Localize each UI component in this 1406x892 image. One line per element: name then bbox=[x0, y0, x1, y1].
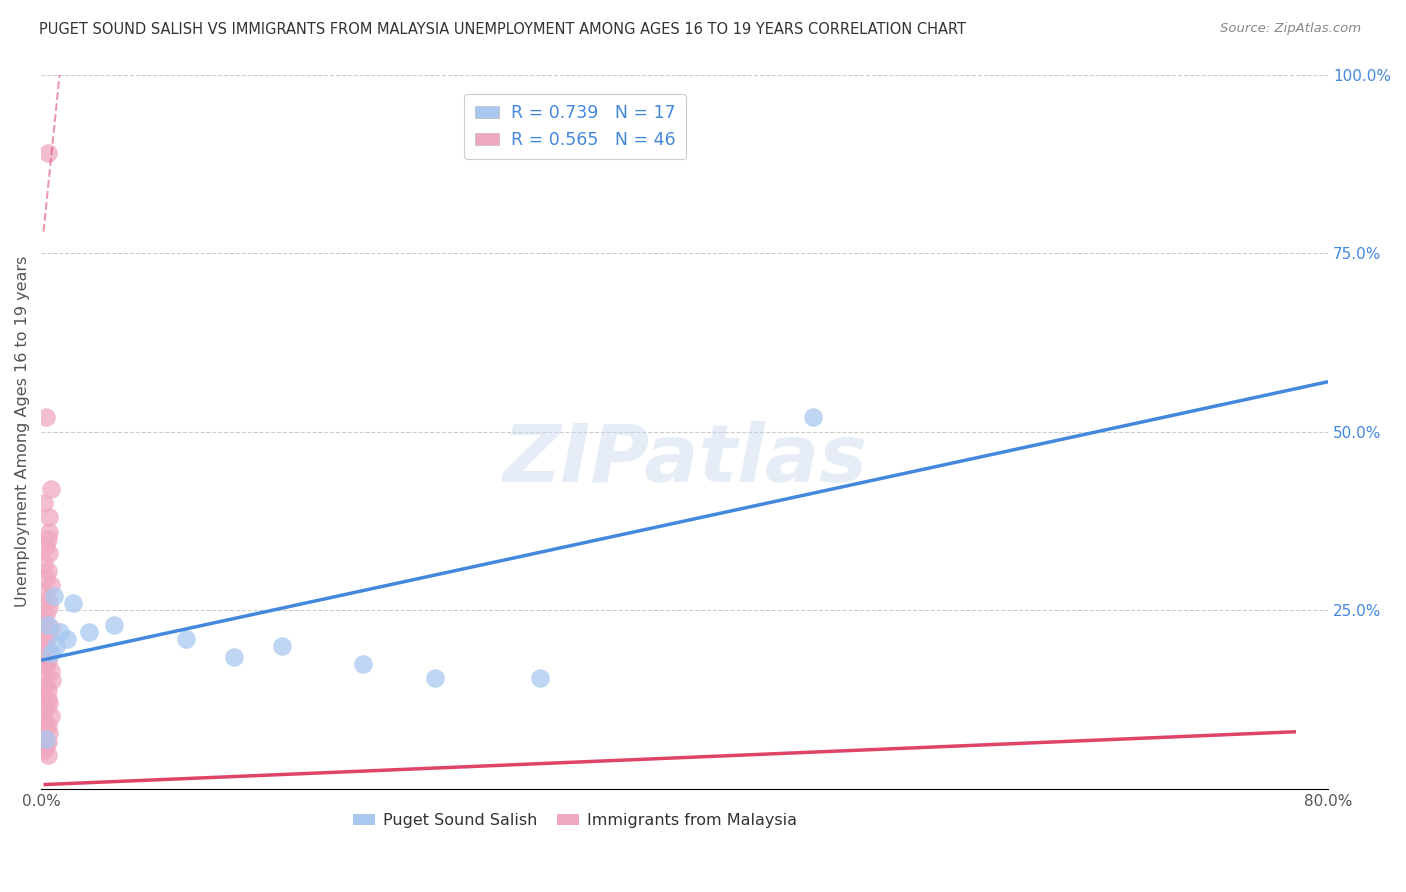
Point bbox=[174, 632, 197, 646]
Point bbox=[35, 700, 58, 714]
Point bbox=[37, 628, 59, 642]
Point bbox=[41, 673, 63, 688]
Point bbox=[38, 644, 60, 658]
Point bbox=[35, 722, 58, 736]
Point bbox=[35, 659, 58, 673]
Text: ZIPatlas: ZIPatlas bbox=[502, 421, 868, 500]
Point bbox=[35, 639, 58, 653]
Point bbox=[39, 664, 62, 678]
Point bbox=[34, 648, 56, 663]
Legend: Puget Sound Salish, Immigrants from Malaysia: Puget Sound Salish, Immigrants from Mala… bbox=[347, 806, 804, 834]
Point bbox=[34, 743, 56, 757]
Point bbox=[39, 646, 62, 660]
Point bbox=[56, 632, 79, 646]
Point bbox=[103, 617, 125, 632]
Point bbox=[34, 731, 56, 745]
Point bbox=[801, 410, 824, 425]
Point bbox=[37, 532, 59, 546]
Point bbox=[35, 731, 58, 746]
Point bbox=[35, 739, 58, 753]
Point bbox=[39, 709, 62, 723]
Point bbox=[38, 599, 60, 614]
Point bbox=[34, 496, 56, 510]
Point bbox=[37, 683, 59, 698]
Point bbox=[34, 557, 56, 571]
Point bbox=[37, 691, 59, 706]
Point bbox=[224, 649, 246, 664]
Point bbox=[529, 671, 551, 685]
Point bbox=[38, 546, 60, 560]
Point bbox=[62, 596, 84, 610]
Point bbox=[38, 726, 60, 740]
Point bbox=[37, 617, 59, 632]
Point bbox=[45, 639, 67, 653]
Point bbox=[37, 735, 59, 749]
Point bbox=[37, 592, 59, 607]
Point bbox=[37, 747, 59, 762]
Y-axis label: Unemployment Among Ages 16 to 19 years: Unemployment Among Ages 16 to 19 years bbox=[15, 256, 30, 607]
Point bbox=[37, 146, 59, 161]
Point bbox=[31, 714, 53, 728]
Point bbox=[39, 621, 62, 635]
Point bbox=[35, 410, 58, 425]
Point bbox=[49, 624, 72, 639]
Point bbox=[271, 639, 294, 653]
Point bbox=[34, 688, 56, 702]
Point bbox=[39, 482, 62, 496]
Point bbox=[35, 678, 58, 692]
Point bbox=[38, 696, 60, 710]
Point bbox=[34, 614, 56, 628]
Point bbox=[35, 571, 58, 585]
Point bbox=[37, 564, 59, 578]
Point bbox=[39, 578, 62, 592]
Point bbox=[38, 510, 60, 524]
Point bbox=[34, 585, 56, 599]
Text: PUGET SOUND SALISH VS IMMIGRANTS FROM MALAYSIA UNEMPLOYMENT AMONG AGES 16 TO 19 : PUGET SOUND SALISH VS IMMIGRANTS FROM MA… bbox=[39, 22, 966, 37]
Point bbox=[31, 634, 53, 648]
Point bbox=[35, 607, 58, 621]
Text: Source: ZipAtlas.com: Source: ZipAtlas.com bbox=[1220, 22, 1361, 36]
Point bbox=[352, 657, 374, 671]
Point bbox=[31, 669, 53, 683]
Point bbox=[35, 539, 58, 553]
Point bbox=[37, 717, 59, 731]
Point bbox=[79, 624, 101, 639]
Point bbox=[42, 589, 65, 603]
Point bbox=[425, 671, 447, 685]
Point bbox=[37, 654, 59, 668]
Point bbox=[38, 524, 60, 539]
Point bbox=[34, 705, 56, 719]
